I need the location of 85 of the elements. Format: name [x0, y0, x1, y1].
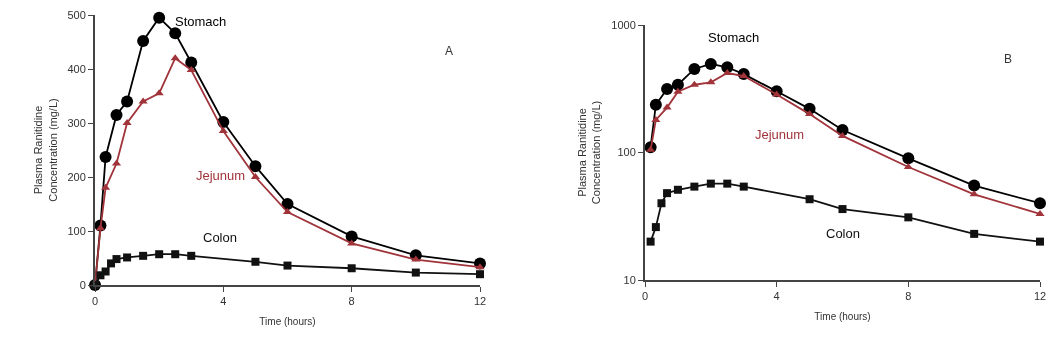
point	[970, 229, 979, 238]
point	[169, 27, 182, 40]
point	[112, 255, 121, 264]
x-tick-label: 12	[473, 295, 487, 308]
series-label: Jejunum	[196, 168, 246, 183]
point	[651, 223, 660, 232]
point	[171, 250, 180, 259]
y-tick-label: 100	[67, 224, 86, 237]
point	[1034, 197, 1046, 210]
y-tick-label: 0	[79, 278, 86, 291]
point	[662, 103, 672, 110]
point	[218, 127, 228, 134]
x-axis-title: Time (hours)	[814, 311, 871, 323]
x-tick-label: 8	[905, 290, 912, 303]
point	[123, 253, 132, 262]
point	[476, 270, 484, 279]
point	[186, 66, 196, 73]
point	[345, 230, 358, 243]
y-tick-label: 10	[623, 273, 636, 286]
point	[673, 87, 683, 94]
point	[411, 255, 421, 262]
point	[968, 179, 981, 192]
series-label: Stomach	[708, 30, 760, 45]
point	[139, 251, 148, 260]
point	[805, 195, 814, 204]
y-axis-title: Plasma Ranitidine Concentration (mg/L)	[32, 98, 59, 202]
point	[475, 263, 485, 270]
point	[689, 80, 699, 87]
point	[153, 11, 166, 24]
point	[651, 115, 661, 122]
annotation: A	[445, 44, 454, 58]
point	[661, 82, 674, 95]
x-tick-label: 0	[91, 295, 99, 308]
point	[690, 182, 699, 191]
x-tick-label: 4	[220, 295, 227, 308]
y-tick-label: 1000	[611, 18, 636, 31]
point	[347, 264, 356, 273]
point	[121, 95, 134, 108]
point	[723, 179, 732, 188]
point	[1036, 237, 1044, 246]
y-axis-title: Plasma Ranitidine Concentration (mg/L)	[576, 100, 603, 205]
series-label: Jejunum	[755, 127, 805, 142]
y-tick-label: 500	[67, 8, 86, 21]
y-tick-label: 200	[67, 170, 86, 183]
x-tick-label: 8	[348, 295, 355, 308]
point	[110, 108, 123, 121]
point	[249, 160, 262, 173]
point	[649, 98, 662, 111]
point	[706, 179, 715, 188]
point	[99, 151, 112, 164]
series-label: Colon	[203, 230, 237, 245]
point	[101, 267, 110, 276]
y-tick-label: 300	[67, 116, 86, 129]
point	[688, 62, 701, 75]
point	[673, 185, 682, 194]
point	[903, 162, 913, 169]
point	[704, 57, 717, 70]
point	[739, 72, 749, 79]
point	[671, 78, 684, 91]
point	[187, 251, 196, 260]
x-tick-label: 4	[773, 290, 780, 303]
point	[251, 257, 260, 266]
point	[137, 34, 150, 47]
annotation: B	[1004, 52, 1013, 66]
y-tick-label: 400	[67, 62, 86, 75]
point	[663, 189, 672, 198]
point	[904, 213, 913, 222]
series-label: Colon	[826, 226, 860, 241]
x-tick-label: 0	[641, 290, 649, 303]
series-label: Stomach	[175, 14, 227, 29]
x-tick-label: 12	[1033, 290, 1047, 303]
point	[646, 237, 655, 246]
point	[283, 261, 292, 270]
x-axis-title: Time (hours)	[259, 316, 316, 328]
point	[1035, 209, 1045, 216]
point	[838, 205, 847, 214]
point	[657, 199, 666, 208]
point	[772, 90, 782, 97]
point	[155, 250, 164, 259]
point	[722, 69, 732, 76]
y-tick-label: 100	[617, 146, 636, 159]
point	[170, 54, 180, 61]
point	[411, 268, 420, 277]
point	[739, 182, 748, 191]
point	[902, 152, 915, 165]
